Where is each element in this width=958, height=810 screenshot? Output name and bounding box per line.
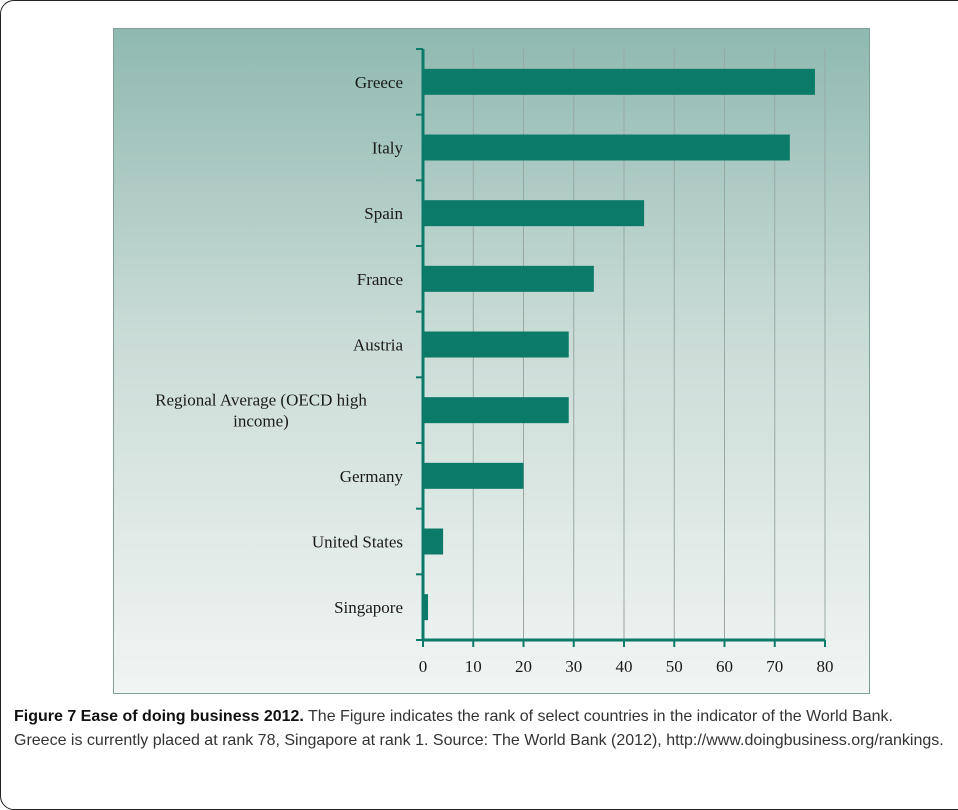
- category-label-5: Regional Average (OECD high income): [155, 391, 367, 431]
- category-labels: Greece Italy Spain France Austria Regional Av…: [155, 73, 403, 617]
- category-label-line: Greece: [355, 73, 403, 92]
- category-label-line: Regional Average (OECD high: [155, 391, 367, 410]
- axes: [416, 48, 826, 647]
- x-tick-label-50: 50: [666, 657, 683, 676]
- category-label-1: Italy: [372, 139, 404, 158]
- x-tick-label-20: 20: [515, 657, 532, 676]
- x-tick-label-30: 30: [565, 657, 582, 676]
- caption-label: Figure 7 Ease of doing business 2012.: [14, 708, 304, 725]
- x-tick-label-10: 10: [465, 657, 482, 676]
- bar-0: [423, 68, 815, 95]
- caption-text: The Figure indicates the rank of select …: [14, 708, 944, 749]
- category-label-line: France: [357, 270, 403, 289]
- category-label-2: Spain: [364, 204, 403, 223]
- bar-chart: Greece Italy Spain France Austria Regional Av…: [155, 48, 834, 676]
- x-tick-label-40: 40: [616, 657, 633, 676]
- category-label-line: Austria: [353, 336, 404, 355]
- bar-8: [423, 594, 429, 621]
- category-label-line: Germany: [340, 467, 404, 486]
- bar-7: [423, 528, 444, 555]
- bar-5: [423, 397, 569, 424]
- chart-panel: Greece Italy Spain France Austria Regional Av…: [113, 28, 870, 694]
- bar-6: [423, 462, 524, 489]
- x-tick-label-0: 0: [419, 657, 428, 676]
- category-label-line: Italy: [372, 139, 404, 158]
- bar-4: [423, 331, 569, 358]
- x-tick-label-60: 60: [716, 657, 733, 676]
- tick-labels: 0 10 20 30 40 50 60 70 80: [419, 657, 834, 676]
- category-label-line: Spain: [364, 204, 403, 223]
- bars: [423, 68, 815, 621]
- category-label-8: Singapore: [334, 598, 403, 617]
- category-label-3: France: [357, 270, 403, 289]
- bar-3: [423, 265, 594, 292]
- category-label-4: Austria: [353, 336, 404, 355]
- category-label-7: United States: [312, 533, 403, 552]
- category-label-line: United States: [312, 533, 403, 552]
- x-tick-label-80: 80: [817, 657, 834, 676]
- bar-2: [423, 200, 645, 227]
- category-label-line: Singapore: [334, 598, 403, 617]
- category-label-6: Germany: [340, 467, 404, 486]
- category-label-line: income): [233, 412, 289, 431]
- figure-caption: Figure 7 Ease of doing business 2012. Th…: [14, 705, 944, 753]
- x-tick-label-70: 70: [766, 657, 783, 676]
- bar-1: [423, 134, 790, 161]
- category-label-0: Greece: [355, 73, 403, 92]
